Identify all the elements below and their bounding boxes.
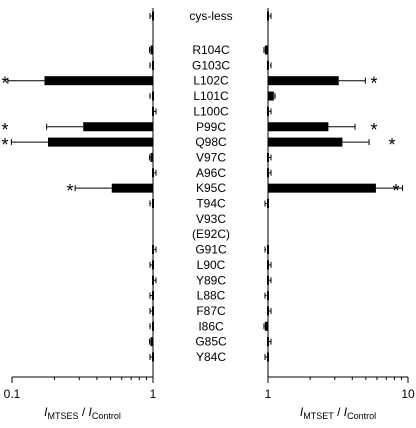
category-label: T94C xyxy=(196,197,226,211)
category-label: F87C xyxy=(196,304,226,318)
category-label: Y84C xyxy=(196,350,226,364)
mtses-tick-label: 0.1 xyxy=(4,387,21,401)
mtses-bar xyxy=(47,137,153,147)
mtses-significance-marker: * xyxy=(66,181,73,201)
mtset-significance-marker: * xyxy=(370,120,377,140)
mtses-bar xyxy=(152,291,154,301)
mtset-tick-label: 1 xyxy=(265,387,272,401)
mtses-bar xyxy=(152,306,154,316)
category-label: K95C xyxy=(196,181,226,195)
mtset-x-axis-label: IMTSET / IControl xyxy=(300,405,376,421)
mtses-bar xyxy=(150,337,153,347)
category-label: L88C xyxy=(197,289,226,303)
mtset-tick-label: 10 xyxy=(401,387,415,401)
category-label: Y89C xyxy=(196,273,226,287)
mtses-bar xyxy=(83,122,153,132)
category-label: Q98C xyxy=(195,135,227,149)
mtses-bar xyxy=(152,199,154,208)
category-label: L100C xyxy=(193,104,229,118)
mtset-bar xyxy=(267,60,269,70)
mtset-bar xyxy=(267,275,269,285)
mtses-bar xyxy=(152,260,154,270)
category-label: P99C xyxy=(196,120,226,134)
mtset-significance-marker: * xyxy=(388,135,395,155)
mtses-bar xyxy=(111,183,153,193)
category-label: G85C xyxy=(195,335,227,349)
mtset-bar xyxy=(267,291,269,301)
mtses-tick-label: 1 xyxy=(150,387,157,401)
category-label: A96C xyxy=(196,166,226,180)
mtset-bar xyxy=(264,321,268,331)
mtset-bar xyxy=(268,76,339,86)
category-label: L102C xyxy=(193,74,229,88)
mtses-bar xyxy=(152,352,154,362)
mtses-significance-marker: * xyxy=(1,135,8,155)
mtses-bar xyxy=(152,60,154,70)
category-label: G103C xyxy=(192,58,230,72)
category-label: G91C xyxy=(195,243,227,257)
mtses-bar xyxy=(150,45,153,55)
mtses-bar xyxy=(44,76,153,86)
category-label: L90C xyxy=(197,258,226,272)
mtses-x-axis-label: IMTSES / IControl xyxy=(44,405,121,421)
mtset-bar xyxy=(264,45,268,55)
mtset-significance-marker: * xyxy=(392,181,399,201)
category-label: V93C xyxy=(196,212,226,226)
mtset-bar xyxy=(268,122,329,132)
category-label: I86C xyxy=(198,319,224,333)
mtset-bar xyxy=(267,245,269,255)
category-label: (E92C) xyxy=(192,227,230,241)
mtset-bar xyxy=(268,91,274,101)
mtset-significance-marker: * xyxy=(370,74,377,94)
category-label: V97C xyxy=(196,150,226,164)
mtses-significance-marker: * xyxy=(1,120,8,140)
mtset-bar xyxy=(268,183,376,193)
mtses-bar xyxy=(152,321,154,331)
mtses-bar xyxy=(152,91,154,101)
category-label: R104C xyxy=(192,43,230,57)
category-label: L101C xyxy=(193,89,229,103)
mtses-bar xyxy=(150,152,153,162)
mtset-bar xyxy=(267,199,269,208)
mtset-bar xyxy=(267,352,269,362)
center-header-label: cys-less xyxy=(189,9,232,23)
mtses-significance-marker: * xyxy=(1,74,8,94)
mtset-bar xyxy=(268,137,343,147)
